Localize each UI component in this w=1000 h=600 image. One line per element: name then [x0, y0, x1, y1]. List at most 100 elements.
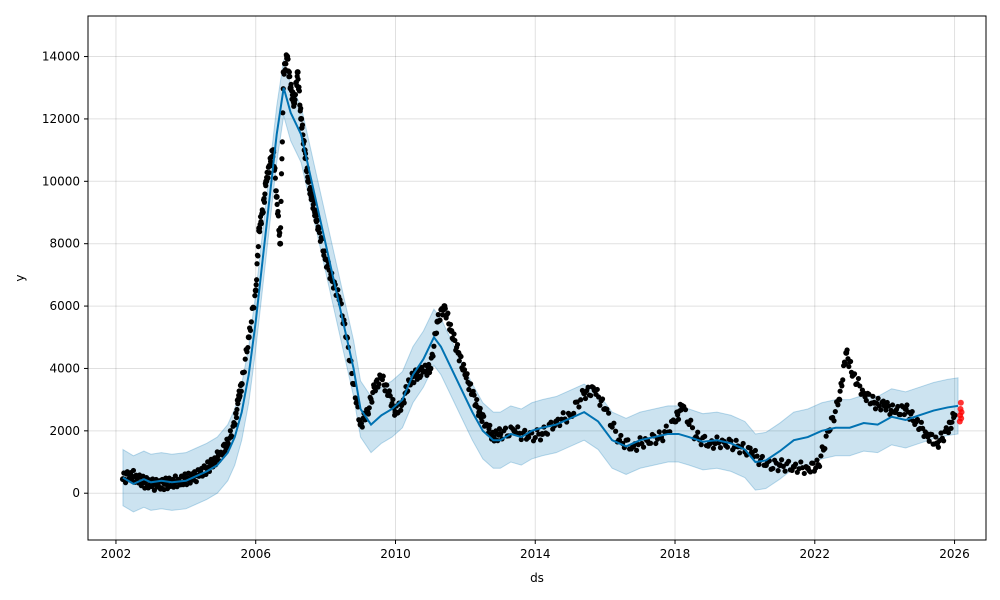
observed-point	[733, 437, 739, 443]
observed-point	[810, 460, 816, 466]
x-tick-label: 2026	[939, 547, 970, 561]
observed-point	[780, 463, 786, 469]
observed-point	[895, 403, 901, 410]
observed-point	[886, 403, 892, 409]
recent-points	[956, 399, 965, 425]
observed-point	[245, 344, 251, 351]
observed-point	[836, 396, 843, 403]
observed-point	[387, 393, 393, 399]
observed-point	[887, 411, 893, 418]
observed-point	[130, 467, 137, 474]
observed-point	[242, 356, 248, 362]
observed-point	[369, 399, 375, 405]
observed-point	[857, 383, 863, 389]
observed-point	[427, 365, 434, 372]
observed-point	[914, 416, 921, 423]
observed-point	[273, 188, 279, 194]
observed-point	[613, 428, 619, 434]
observed-point	[818, 453, 824, 459]
observed-point	[618, 432, 624, 439]
observed-point	[872, 406, 879, 412]
observed-point	[324, 263, 330, 269]
observed-point	[275, 213, 282, 219]
y-tick-label: 10000	[42, 174, 80, 188]
observed-point	[855, 375, 862, 382]
observed-point	[248, 319, 254, 325]
y-tick-label: 8000	[49, 237, 80, 251]
observed-point	[238, 381, 245, 388]
observed-point	[633, 447, 640, 453]
observed-point	[261, 195, 267, 202]
observed-point	[576, 404, 582, 410]
observed-point	[187, 480, 193, 486]
observed-point	[241, 369, 247, 375]
observed-point	[418, 373, 424, 379]
observed-point	[411, 380, 417, 386]
observed-point	[266, 170, 272, 176]
observed-point	[752, 447, 758, 454]
observed-point	[288, 81, 294, 87]
observed-point	[717, 445, 724, 451]
observed-point	[295, 76, 301, 82]
observed-point	[585, 384, 591, 390]
observed-point	[778, 457, 785, 463]
y-tick-label: 12000	[42, 112, 80, 126]
observed-point	[247, 327, 254, 334]
observed-point	[286, 69, 292, 75]
observed-point	[926, 438, 932, 444]
x-tick-label: 2014	[520, 547, 551, 561]
observed-point	[775, 468, 781, 474]
observed-point	[261, 199, 268, 205]
observed-point	[756, 461, 762, 468]
observed-point	[252, 293, 258, 299]
recent-point	[958, 415, 965, 422]
observed-point	[544, 431, 551, 437]
recent-point	[958, 409, 965, 416]
observed-point	[822, 446, 828, 452]
observed-point	[232, 422, 238, 428]
observed-point	[255, 243, 261, 250]
observed-point	[314, 217, 320, 223]
observed-point	[234, 406, 240, 413]
observed-point	[611, 420, 617, 426]
observed-point	[233, 414, 240, 421]
observed-point	[253, 282, 259, 288]
observed-point	[801, 470, 807, 477]
observed-point	[296, 88, 302, 94]
observed-point	[866, 391, 872, 397]
observed-point	[365, 411, 372, 417]
observed-point	[929, 431, 935, 438]
observed-point	[904, 402, 910, 408]
observed-point	[275, 208, 281, 215]
observed-point	[653, 440, 659, 447]
y-axis-label: y	[13, 274, 27, 281]
observed-point	[594, 386, 600, 393]
observed-point	[747, 445, 753, 451]
observed-point	[660, 438, 666, 444]
observed-point	[349, 370, 355, 377]
recent-point	[957, 399, 964, 406]
observed-point	[238, 388, 244, 394]
observed-point	[606, 410, 612, 416]
observed-point	[816, 463, 823, 470]
observed-point	[714, 434, 720, 440]
observed-point	[656, 429, 662, 435]
observed-point	[433, 330, 440, 336]
observed-point	[840, 377, 846, 383]
observed-point	[682, 407, 689, 413]
x-tick-label: 2018	[660, 547, 691, 561]
observed-point	[839, 383, 845, 389]
observed-point	[265, 175, 271, 181]
observed-point	[807, 469, 814, 475]
observed-point	[463, 375, 469, 381]
observed-point	[267, 158, 274, 165]
observed-point	[837, 388, 843, 394]
observed-point	[258, 221, 264, 227]
observed-point	[518, 436, 524, 443]
observed-point	[279, 156, 285, 162]
observed-point	[571, 410, 577, 416]
observed-point	[901, 411, 907, 418]
observed-point	[296, 84, 302, 90]
